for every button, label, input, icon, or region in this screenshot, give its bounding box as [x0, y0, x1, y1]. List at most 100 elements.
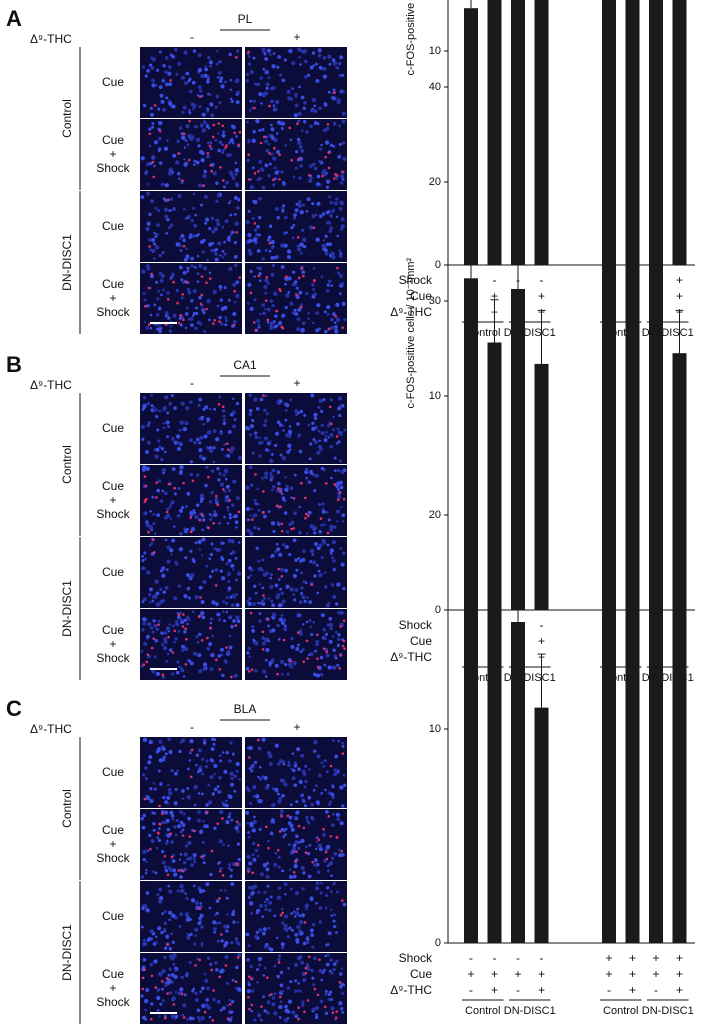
cfos-cell [169, 79, 172, 82]
nucleus [254, 591, 258, 595]
nucleus [145, 522, 150, 528]
nucleus [161, 860, 166, 865]
nucleus [314, 473, 319, 478]
nucleus [219, 76, 224, 81]
nucleus [205, 803, 209, 807]
nucleus [272, 529, 276, 533]
nucleus [168, 947, 173, 951]
nucleus [216, 49, 219, 53]
nucleus [202, 738, 207, 743]
nucleus [248, 251, 253, 256]
nucleus [224, 803, 229, 808]
nucleus [267, 751, 272, 756]
nucleus [148, 601, 152, 604]
nucleus [288, 425, 292, 428]
nucleus [254, 82, 258, 86]
nucleus [142, 597, 147, 602]
nucleus [288, 868, 292, 872]
nucleus [299, 49, 303, 53]
cfos-cell [234, 624, 238, 627]
nucleus [299, 242, 304, 247]
nucleus [246, 302, 250, 305]
nucleus [171, 624, 175, 628]
nucleus [316, 591, 320, 595]
nucleus [164, 70, 168, 74]
nucleus [141, 554, 144, 558]
cfos-cell [262, 594, 265, 597]
cfos-cell [265, 276, 269, 279]
nucleus [318, 65, 323, 70]
nucleus [257, 215, 262, 220]
nucleus [322, 540, 327, 545]
nucleus [296, 411, 300, 415]
nucleus [318, 147, 323, 151]
nucleus [215, 94, 220, 99]
nucleus [330, 325, 335, 330]
nucleus [305, 476, 309, 480]
nucleus [284, 408, 288, 412]
group-label: DN-DISC1 [60, 580, 74, 637]
nucleus [328, 622, 333, 627]
cfos-cell [248, 1007, 251, 1011]
nucleus [246, 958, 250, 962]
panel-letter: A [6, 6, 22, 31]
nucleus [192, 987, 195, 991]
condition-name: Δ⁹-THC [390, 650, 432, 664]
nucleus [282, 424, 285, 428]
nucleus [147, 238, 152, 242]
nucleus [161, 251, 165, 254]
nucleus [336, 427, 340, 431]
nucleus [304, 581, 308, 585]
nucleus [302, 871, 306, 875]
nucleus [269, 584, 274, 590]
nucleus [339, 610, 344, 616]
nucleus [227, 571, 231, 575]
cfos-cell [306, 999, 310, 1002]
nucleus [171, 940, 175, 944]
nucleus [205, 824, 209, 829]
nucleus [258, 441, 262, 446]
nucleus [253, 584, 257, 588]
nucleus [320, 978, 324, 982]
micrograph [140, 393, 242, 464]
nucleus [196, 280, 200, 284]
nucleus [235, 578, 238, 582]
nucleus [328, 639, 333, 644]
nucleus [180, 668, 185, 673]
cfos-cell [277, 567, 281, 571]
bar [511, 289, 525, 610]
nucleus [212, 429, 217, 434]
nucleus [229, 741, 233, 745]
nucleus [297, 111, 302, 116]
nucleus [166, 507, 170, 511]
nucleus [246, 158, 250, 163]
micrograph-bg [245, 737, 347, 808]
row-label: Cue [102, 421, 124, 435]
nucleus [148, 754, 153, 759]
nucleus [276, 420, 281, 425]
nucleus [322, 74, 328, 79]
micrograph [140, 119, 242, 190]
nucleus [190, 898, 196, 903]
nucleus [273, 992, 277, 996]
nucleus [152, 782, 156, 785]
nucleus [342, 157, 347, 161]
nucleus [280, 621, 285, 626]
nucleus [335, 630, 338, 634]
cfos-cell [212, 123, 216, 127]
nucleus [168, 889, 173, 894]
nucleus [212, 289, 217, 295]
nucleus [286, 89, 291, 94]
nucleus [281, 313, 286, 318]
nucleus [309, 928, 314, 933]
nucleus [331, 209, 335, 214]
nucleus [185, 247, 188, 250]
nucleus [311, 976, 315, 980]
nucleus [159, 587, 163, 591]
nucleus [164, 810, 169, 815]
nucleus [246, 822, 250, 825]
nucleus [322, 66, 327, 71]
nucleus [267, 142, 271, 146]
nucleus [183, 852, 188, 857]
nucleus [286, 249, 292, 254]
